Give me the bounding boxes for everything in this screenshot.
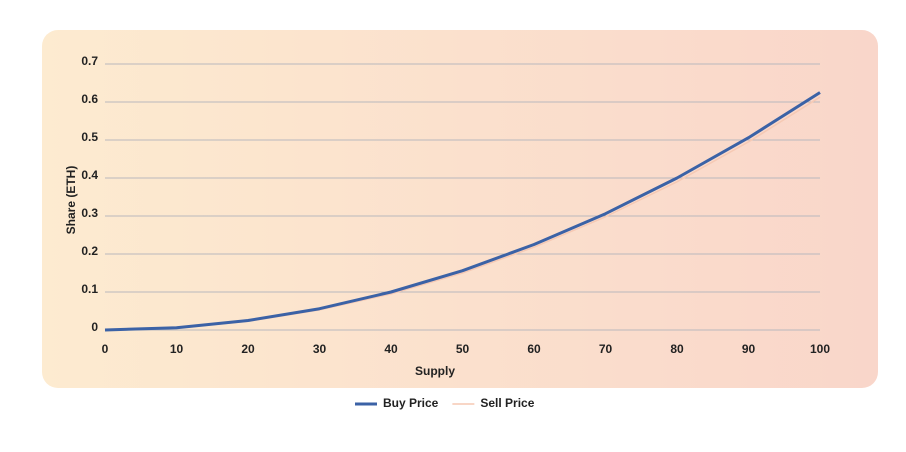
line-series [104, 91, 821, 332]
x-tick-label: 50 [456, 342, 470, 356]
x-tick-label: 80 [670, 342, 684, 356]
y-tick-label: 0.7 [81, 54, 98, 68]
y-tick-label: 0.2 [81, 244, 98, 258]
x-tick-label: 40 [384, 342, 398, 356]
y-tick-label: 0.1 [81, 282, 98, 296]
y-tick-label: 0.3 [81, 206, 98, 220]
y-tick-label: 0.5 [81, 130, 98, 144]
legend-label: Buy Price [383, 396, 439, 410]
x-tick-label: 10 [170, 342, 184, 356]
y-tick-label: 0.4 [81, 168, 98, 182]
x-tick-label: 60 [527, 342, 541, 356]
x-tick-label: 0 [102, 342, 109, 356]
chart-panel [42, 30, 878, 388]
x-tick-label: 90 [742, 342, 756, 356]
x-tick-label: 70 [599, 342, 613, 356]
x-tick-label: 20 [241, 342, 255, 356]
x-axis-label: Supply [415, 364, 455, 378]
y-axis-label: Share (ETH) [64, 166, 78, 235]
x-tick-label: 100 [810, 342, 830, 356]
y-tick-label: 0.6 [81, 92, 98, 106]
legend-label: Sell Price [480, 396, 534, 410]
y-tick-label: 0 [91, 320, 98, 334]
x-tick-label: 30 [313, 342, 327, 356]
